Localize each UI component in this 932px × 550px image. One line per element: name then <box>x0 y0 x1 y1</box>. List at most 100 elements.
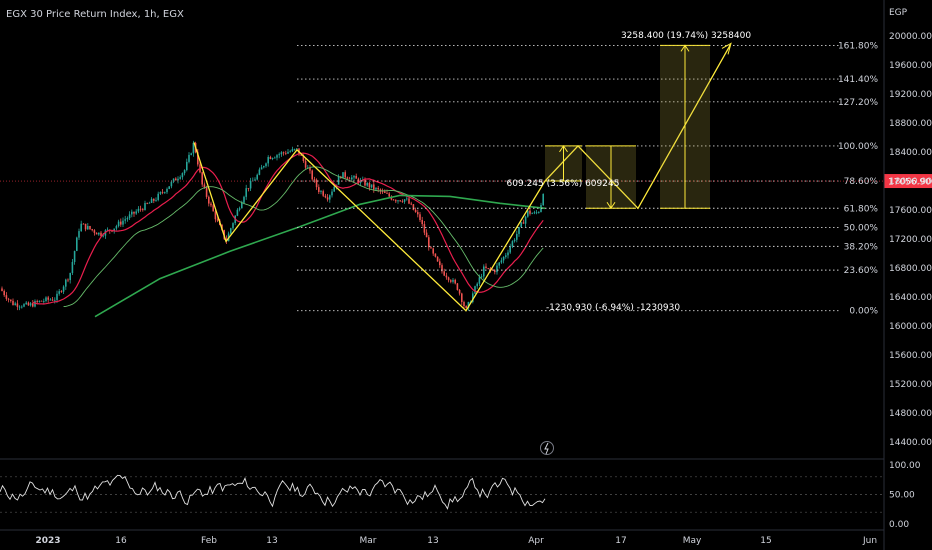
candle-body <box>441 265 443 272</box>
candle-body <box>285 152 287 154</box>
candle-body <box>197 152 199 165</box>
candle-body <box>483 266 485 277</box>
fib-level-label: 38.20% <box>844 242 879 252</box>
candle-body <box>410 203 412 205</box>
candle-body <box>456 283 459 290</box>
candle-body <box>529 210 531 214</box>
candle-body <box>76 237 78 252</box>
y-tick-label: 16000.000 <box>889 322 932 332</box>
candle-body <box>78 231 80 238</box>
candle-body <box>518 226 520 234</box>
candle-body <box>452 279 454 282</box>
candle-body <box>254 179 256 181</box>
fib-level-label: 127.20% <box>838 98 878 108</box>
candle-body <box>122 220 124 225</box>
candle-body <box>414 209 417 213</box>
candle-body <box>16 303 19 307</box>
measure-1-label: 609.245 (3.56%) 609245 <box>507 179 620 189</box>
candle-body <box>399 200 401 202</box>
candle-body <box>522 222 525 224</box>
candle-body <box>496 265 498 273</box>
candle-body <box>337 176 340 185</box>
candle-body <box>84 223 87 230</box>
candle-body <box>164 192 166 193</box>
candle-body <box>388 193 390 197</box>
x-tick-label: May <box>683 536 702 546</box>
candle-body <box>12 300 14 306</box>
candle-body <box>293 148 296 150</box>
y-tick-label: 17600.000 <box>889 206 932 216</box>
candle-body <box>100 232 102 236</box>
rsi-line <box>0 474 546 510</box>
candle-body <box>406 198 408 200</box>
candle-body <box>258 169 261 175</box>
candle-body <box>432 248 434 254</box>
candle-body <box>170 181 173 187</box>
candle-body <box>507 252 509 256</box>
candle-body <box>139 208 142 210</box>
candle-body <box>538 212 540 213</box>
candle-body <box>256 174 258 180</box>
candle-body <box>71 261 74 273</box>
candle-body <box>408 198 410 204</box>
candle-body <box>205 187 208 197</box>
candle-body <box>155 199 157 201</box>
candle-body <box>487 268 489 269</box>
candle-body <box>434 253 437 257</box>
candle-body <box>238 208 241 210</box>
candle-body <box>392 199 395 201</box>
candle-body <box>87 225 89 230</box>
candle-body <box>1 288 3 291</box>
candle-body <box>502 256 505 261</box>
candle-body <box>115 226 118 229</box>
candle-body <box>311 170 313 180</box>
y-tick-label: 18400.000 <box>889 148 932 158</box>
overlays: 0.00% 23.60% 38.20% 50.00% 61.80% 78.60% 100.0… <box>0 31 932 455</box>
candle-body <box>106 229 109 231</box>
candle-body <box>318 187 320 193</box>
y-tick-label: 14800.000 <box>889 409 932 419</box>
x-tick-label: 15 <box>760 536 771 546</box>
ma-red-line <box>32 152 544 305</box>
candle-body <box>5 295 8 299</box>
candle-body <box>500 260 503 263</box>
candle-body <box>43 301 45 302</box>
candle-body <box>513 239 516 242</box>
fib-level-label: 50.00% <box>844 224 879 234</box>
candle-body <box>183 170 186 174</box>
candle-body <box>447 277 450 281</box>
rsi-tick-label: 100.00 <box>889 461 921 471</box>
measure-1-arrowhead <box>559 144 568 153</box>
candle-body <box>210 203 212 206</box>
candle-body <box>186 161 188 171</box>
currency-label: EGP <box>889 8 908 18</box>
candle-body <box>102 235 104 237</box>
candle-body <box>366 183 368 186</box>
candle-body <box>386 192 388 194</box>
candle-body <box>353 176 355 178</box>
plot-area[interactable] <box>1 140 546 318</box>
candle-body <box>208 196 210 204</box>
y-tick-label: 17200.000 <box>889 235 932 245</box>
candle-body <box>381 191 384 193</box>
candle-body <box>23 304 25 307</box>
candle-body <box>300 154 302 156</box>
candle-body <box>260 167 263 170</box>
candle-body <box>296 148 298 150</box>
candle-body <box>494 270 496 273</box>
candle-body <box>113 228 115 232</box>
candle-body <box>47 297 49 300</box>
x-tick-label: 16 <box>115 536 127 546</box>
y-tick-label: 18800.000 <box>889 119 932 129</box>
rsi-panel[interactable]: 100.00 50.00 0.00 <box>0 461 921 530</box>
candle-body <box>3 290 5 296</box>
candle-body <box>60 291 63 293</box>
fib-level-label: 161.80% <box>838 41 878 51</box>
candle-body <box>51 299 54 301</box>
candle-body <box>181 173 184 178</box>
candle-body <box>465 306 467 309</box>
candle-body <box>133 211 135 214</box>
y-tick-label: 19600.000 <box>889 61 932 71</box>
fib-level-label: 23.60% <box>844 266 879 276</box>
candle-body <box>124 219 126 221</box>
